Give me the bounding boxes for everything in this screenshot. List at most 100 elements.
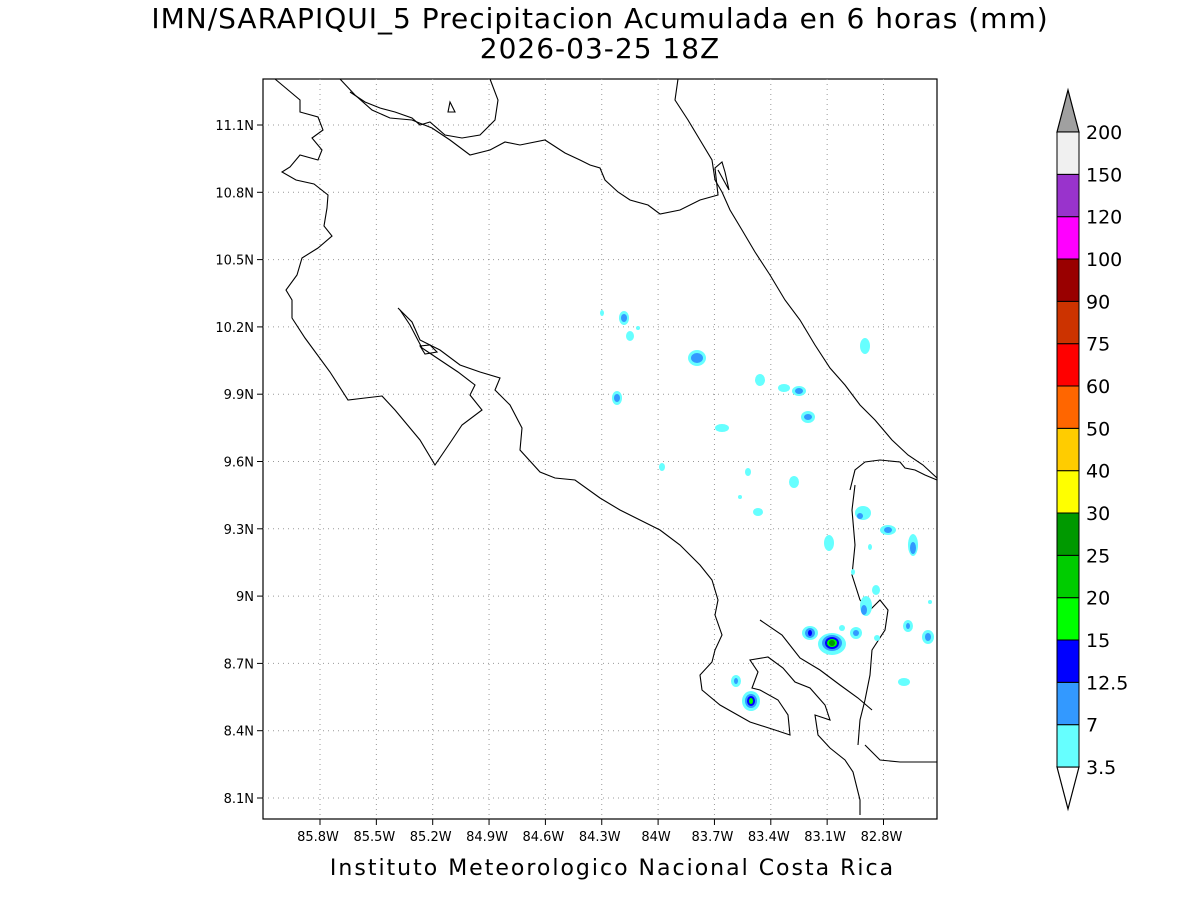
rain-cell — [851, 569, 855, 575]
south-coast — [864, 744, 937, 763]
lat-tick-label: 10.8N — [215, 186, 254, 201]
colorbar-swatch — [1056, 300, 1080, 345]
rain-cell — [636, 326, 640, 330]
lon-tick-label: 85.2W — [410, 830, 452, 845]
rain-cell — [755, 374, 765, 386]
lon-tick-label: 85.8W — [297, 830, 339, 845]
colorbar-swatch — [1056, 639, 1080, 683]
panama-east-border — [851, 484, 889, 746]
colorbar-label: 15 — [1086, 630, 1110, 652]
colorbar-label: 25 — [1086, 545, 1110, 567]
caribbean-coast — [674, 78, 938, 479]
rain-cell — [925, 633, 931, 641]
colorbar-swatch — [1056, 597, 1080, 641]
colorbar-swatch — [1056, 554, 1080, 599]
rain-cell — [872, 585, 880, 595]
colorbar-swatch — [1056, 427, 1080, 472]
rain-cell — [738, 495, 742, 499]
colorbar-label: 150 — [1086, 164, 1122, 186]
rain-cell — [839, 625, 845, 631]
rain-cell — [749, 698, 753, 704]
lon-tick-label: 84.6W — [522, 830, 564, 845]
colorbar-swatch — [1056, 724, 1080, 768]
rain-cell — [778, 384, 790, 392]
colorbar-label: 200 — [1086, 122, 1122, 144]
colorbar-label: 20 — [1086, 588, 1110, 610]
lon-tick-label: 83.4W — [748, 830, 790, 845]
rain-cell — [884, 527, 892, 533]
rain-cell — [853, 630, 859, 636]
rain-cell — [910, 542, 916, 554]
lon-tick-label: 83.7W — [692, 830, 734, 845]
rain-cell — [614, 394, 620, 402]
rain-cell — [808, 630, 812, 636]
bocas-border — [849, 459, 938, 491]
nicaragua-coast — [274, 78, 483, 467]
colorbar-swatch — [1056, 681, 1080, 726]
colorbar-swatch — [1056, 470, 1080, 514]
rain-cell — [600, 310, 604, 316]
lon-tick-label: 84.3W — [579, 830, 621, 845]
lat-tick-label: 8.4N — [224, 725, 254, 740]
rain-cell — [860, 338, 870, 354]
lat-tick-label: 9.3N — [224, 523, 254, 538]
colorbar-label: 50 — [1086, 418, 1110, 440]
rain-cell — [928, 600, 932, 604]
rain-cell — [824, 535, 834, 551]
colorbar-swatch — [1056, 131, 1080, 175]
gulf-coast — [399, 309, 861, 815]
rain-cell — [789, 476, 799, 488]
map-gridlines — [263, 79, 937, 819]
longitude-labels: 85.8W 85.5W 85.2W 84.9W 84.6W 84.3W 84W 83.7W 83… — [297, 819, 903, 845]
small-island — [447, 100, 456, 113]
colorbar-swatch — [1056, 343, 1080, 387]
lon-tick-label: 83.1W — [804, 830, 846, 845]
latitude-labels: 8.1N 8.4N 8.7N 9N 9.3N 9.6N 9.9N 10.2N 10.5N 10.8… — [215, 119, 263, 807]
colorbar-label: 3.5 — [1086, 757, 1116, 779]
nicoya-gulf-island — [419, 344, 439, 355]
rain-cell — [857, 513, 863, 519]
rain-cell — [715, 424, 729, 432]
rain-cell — [795, 388, 803, 394]
colorbar-swatch — [1056, 512, 1080, 556]
lon-tick-label: 84W — [641, 830, 671, 845]
coastlines — [274, 78, 938, 815]
lat-tick-label: 8.7N — [224, 657, 254, 672]
map-title: IMN/SARAPIQUI_5 Precipitacion Acumulada … — [151, 2, 1049, 35]
rain-cell — [804, 414, 812, 420]
lat-tick-label: 11.1N — [215, 119, 254, 134]
colorbar-swatch — [1056, 173, 1080, 218]
lat-tick-label: 9.9N — [224, 388, 254, 403]
precipitation-colorbar: 3.5 7 12.5 15 20 25 30 40 50 60 75 90 100 120 150 200 — [1056, 87, 1128, 812]
footer-credit: Instituto Meteorologico Nacional Costa R… — [329, 856, 896, 881]
map-subtitle-date: 2026-03-25 18Z — [479, 32, 721, 65]
map-frame — [262, 78, 938, 820]
rain-cell — [626, 331, 634, 341]
colorbar-label: 90 — [1086, 291, 1110, 313]
lat-tick-label: 10.2N — [215, 321, 254, 336]
rain-cell — [734, 678, 738, 684]
rain-cell — [753, 508, 763, 516]
rain-cell — [621, 314, 627, 322]
rain-cell — [868, 544, 872, 550]
rain-cell — [874, 635, 880, 641]
rain-cell — [906, 623, 910, 629]
colorbar-swatch — [1056, 385, 1080, 429]
colorbar-label: 12.5 — [1086, 672, 1128, 694]
colorbar-top-arrow — [1056, 87, 1080, 133]
rain-cell — [861, 605, 867, 615]
colorbar-swatch — [1056, 258, 1080, 302]
colorbar-swatch — [1056, 216, 1080, 260]
north-coast — [339, 78, 730, 215]
colorbar-label: 40 — [1086, 461, 1110, 483]
lon-tick-label: 84.9W — [466, 830, 508, 845]
colorbar-bottom-arrow — [1056, 766, 1080, 812]
rain-cell — [659, 463, 665, 471]
colorbar-label: 120 — [1086, 207, 1122, 229]
rain-cell — [898, 678, 910, 686]
lake-shore — [349, 78, 499, 139]
colorbar-label: 75 — [1086, 334, 1110, 356]
lon-tick-label: 85.5W — [353, 830, 395, 845]
lat-tick-label: 9N — [236, 590, 254, 605]
